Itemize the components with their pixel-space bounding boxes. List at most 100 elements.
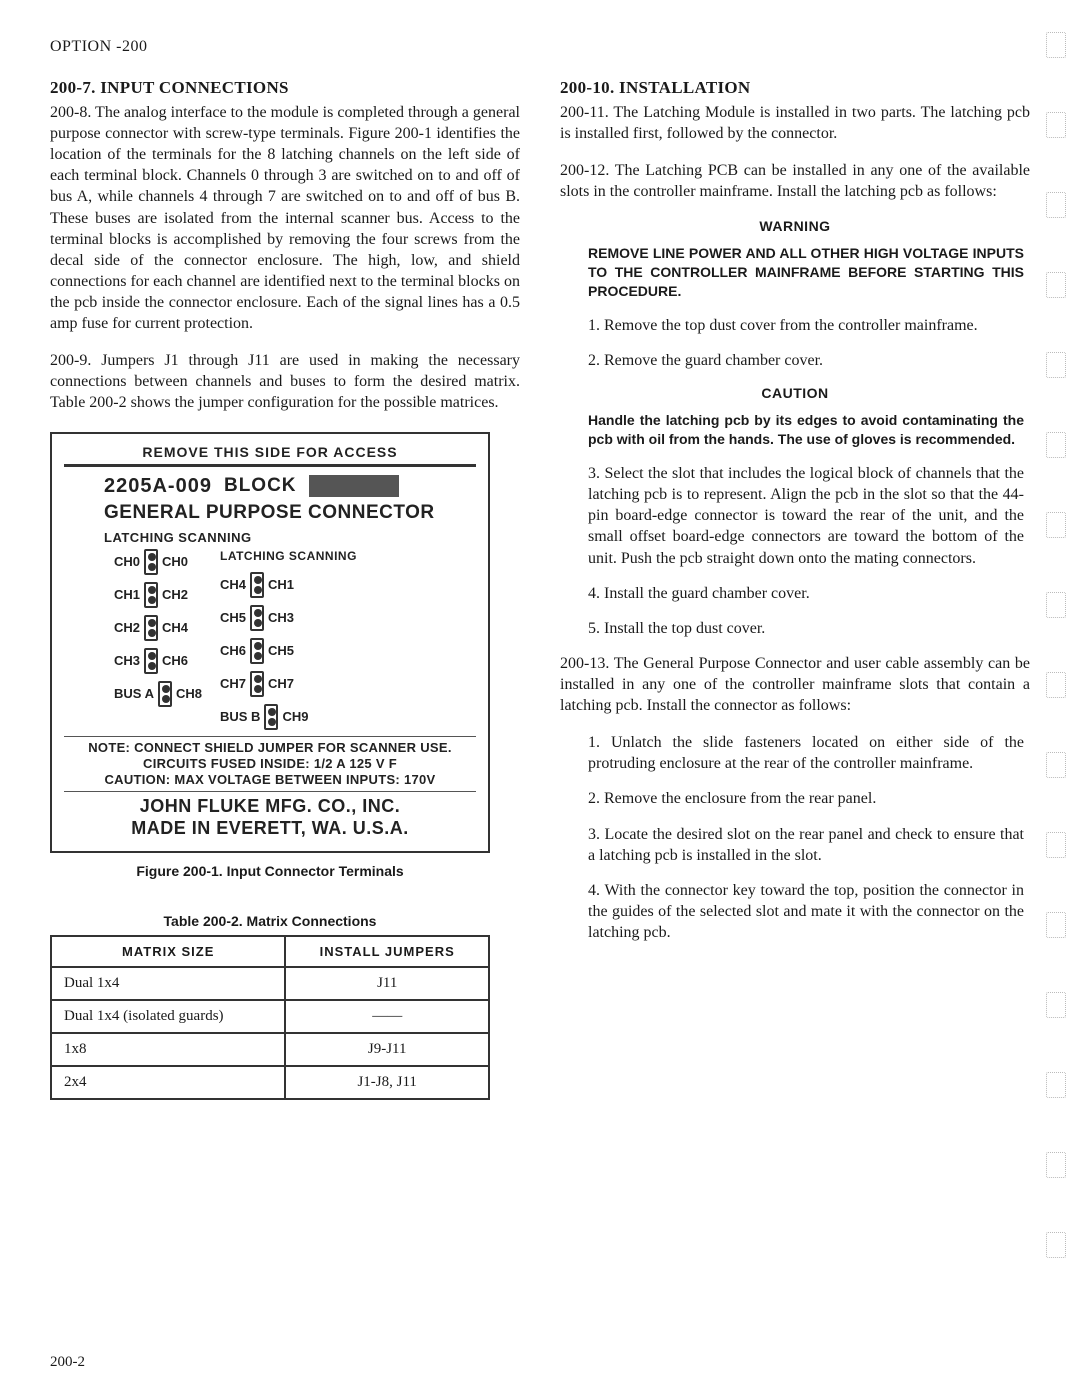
cell-matrix: 1x8 xyxy=(51,1033,285,1066)
diagram-top-bar: REMOVE THIS SIDE FOR ACCESS xyxy=(64,444,476,467)
scan-label: CH2 xyxy=(162,587,188,602)
para-200-9: 200-9. Jumpers J1 through J11 are used i… xyxy=(50,350,520,413)
step-item: 3. Locate the desired slot on the rear p… xyxy=(588,824,1024,866)
latching-col-left: CH0CH0 CH1CH2 CH2CH4 CH3CH6 BUS ACH8 xyxy=(114,549,202,730)
ch-label: CH7 xyxy=(220,676,246,691)
table-header: MATRIX SIZE xyxy=(51,936,285,967)
section-7-heading: 200-7. INPUT CONNECTIONS xyxy=(50,78,520,98)
scan-label: CH8 xyxy=(176,686,202,701)
margin-box-icon xyxy=(1046,432,1066,458)
table-row: 2x4 J1-J8, J11 xyxy=(51,1066,489,1099)
left-column: 200-7. INPUT CONNECTIONS 200-8. The anal… xyxy=(50,78,520,1100)
step-item: 3. Select the slot that includes the log… xyxy=(588,463,1024,569)
table-header: INSTALL JUMPERS xyxy=(285,936,489,967)
page-number: 200-2 xyxy=(50,1354,85,1371)
scan-label: CH4 xyxy=(162,620,188,635)
table-200-2: MATRIX SIZE INSTALL JUMPERS Dual 1x4 J11… xyxy=(50,935,490,1100)
table-row: Dual 1x4 (isolated guards) —— xyxy=(51,1000,489,1033)
note-line: NOTE: CONNECT SHIELD JUMPER FOR SCANNER … xyxy=(64,740,476,756)
ch-label: CH0 xyxy=(114,554,140,569)
latch-scan-head-2: LATCHING SCANNING xyxy=(220,549,357,563)
para-200-13: 200-13. The General Purpose Connector an… xyxy=(560,653,1030,716)
margin-box-icon xyxy=(1046,112,1066,138)
diagram-notes: NOTE: CONNECT SHIELD JUMPER FOR SCANNER … xyxy=(64,736,476,793)
bus-label: BUS B xyxy=(220,709,260,724)
margin-box-icon xyxy=(1046,992,1066,1018)
note-line: CAUTION: MAX VOLTAGE BETWEEN INPUTS: 170… xyxy=(64,772,476,788)
step-item: 4. Install the guard chamber cover. xyxy=(588,583,1024,604)
terminal-icon xyxy=(144,648,158,674)
scan-label: CH5 xyxy=(268,643,294,658)
figure-200-1: REMOVE THIS SIDE FOR ACCESS 2205A-009 BL… xyxy=(50,432,490,854)
ch-label: CH6 xyxy=(220,643,246,658)
cell-matrix: Dual 1x4 xyxy=(51,967,285,1000)
block-label: BLOCK xyxy=(224,475,297,497)
ch-label: CH3 xyxy=(114,653,140,668)
step-item: 1. Remove the top dust cover from the co… xyxy=(588,315,1024,336)
margin-box-icon xyxy=(1046,1232,1066,1258)
para-200-11: 200-11. The Latching Module is installed… xyxy=(560,102,1030,144)
table-caption: Table 200-2. Matrix Connections xyxy=(50,913,490,929)
margin-box-icon xyxy=(1046,272,1066,298)
gpc-label: GENERAL PURPOSE CONNECTOR xyxy=(64,502,476,524)
terminal-icon xyxy=(250,605,264,631)
scan-label: CH9 xyxy=(282,709,308,724)
step-item: 2. Remove the enclosure from the rear pa… xyxy=(588,788,1024,809)
scan-label: CH0 xyxy=(162,554,188,569)
margin-box-icon xyxy=(1046,512,1066,538)
figure-caption: Figure 200-1. Input Connector Terminals xyxy=(50,863,490,879)
step-item: 5. Install the top dust cover. xyxy=(588,618,1024,639)
margin-checkboxes xyxy=(1046,32,1066,1258)
table-row: 1x8 J9-J11 xyxy=(51,1033,489,1066)
section-10-heading: 200-10. INSTALLATION xyxy=(560,78,1030,98)
fluke-2: MADE IN EVERETT, WA. U.S.A. xyxy=(64,818,476,840)
step-item: 2. Remove the guard chamber cover. xyxy=(588,350,1024,371)
ch-label: CH5 xyxy=(220,610,246,625)
margin-box-icon xyxy=(1046,192,1066,218)
cell-jumpers: —— xyxy=(285,1000,489,1033)
caution-body: Handle the latching pcb by its edges to … xyxy=(588,411,1024,449)
scan-label: CH1 xyxy=(268,577,294,592)
right-column: 200-10. INSTALLATION 200-11. The Latchin… xyxy=(560,78,1030,1100)
bus-label: BUS A xyxy=(114,686,154,701)
margin-box-icon xyxy=(1046,672,1066,698)
margin-box-icon xyxy=(1046,1072,1066,1098)
para-200-8: 200-8. The analog interface to the modul… xyxy=(50,102,520,334)
latch-scan-head-1: LATCHING SCANNING xyxy=(64,530,476,545)
terminal-icon xyxy=(250,638,264,664)
scan-label: CH3 xyxy=(268,610,294,625)
margin-box-icon xyxy=(1046,912,1066,938)
terminal-icon xyxy=(250,671,264,697)
part-number: 2205A-009 xyxy=(104,475,212,498)
para-200-12: 200-12. The Latching PCB can be installe… xyxy=(560,160,1030,202)
cell-jumpers: J1-J8, J11 xyxy=(285,1066,489,1099)
table-row: Dual 1x4 J11 xyxy=(51,967,489,1000)
step-item: 4. With the connector key toward the top… xyxy=(588,880,1024,943)
page-header: OPTION -200 xyxy=(50,38,1030,56)
cell-matrix: 2x4 xyxy=(51,1066,285,1099)
note-line: CIRCUITS FUSED INSIDE: 1/2 A 125 V F xyxy=(64,756,476,772)
scan-label: CH6 xyxy=(162,653,188,668)
margin-box-icon xyxy=(1046,352,1066,378)
terminal-icon xyxy=(158,681,172,707)
manufacturer-line: JOHN FLUKE MFG. CO., INC. MADE IN EVERET… xyxy=(64,792,476,839)
warning-title: WARNING xyxy=(560,218,1030,234)
cell-jumpers: J11 xyxy=(285,967,489,1000)
cell-matrix: Dual 1x4 (isolated guards) xyxy=(51,1000,285,1033)
terminal-icon xyxy=(144,582,158,608)
caution-title: CAUTION xyxy=(560,385,1030,401)
step-item: 1. Unlatch the slide fasteners located o… xyxy=(588,732,1024,774)
warning-body: REMOVE LINE POWER AND ALL OTHER HIGH VOL… xyxy=(588,244,1024,301)
latching-col-right: LATCHING SCANNING CH4 CH1 CH5 CH3 CH6 CH5 C… xyxy=(220,549,357,730)
block-box xyxy=(309,475,399,497)
margin-box-icon xyxy=(1046,32,1066,58)
fluke-1: JOHN FLUKE MFG. CO., INC. xyxy=(64,796,476,818)
cell-jumpers: J9-J11 xyxy=(285,1033,489,1066)
margin-box-icon xyxy=(1046,1152,1066,1178)
ch-label: CH4 xyxy=(220,577,246,592)
ch-label: CH1 xyxy=(114,587,140,602)
terminal-icon xyxy=(144,615,158,641)
terminal-icon xyxy=(264,704,278,730)
terminal-icon xyxy=(144,549,158,575)
scan-label: CH7 xyxy=(268,676,294,691)
